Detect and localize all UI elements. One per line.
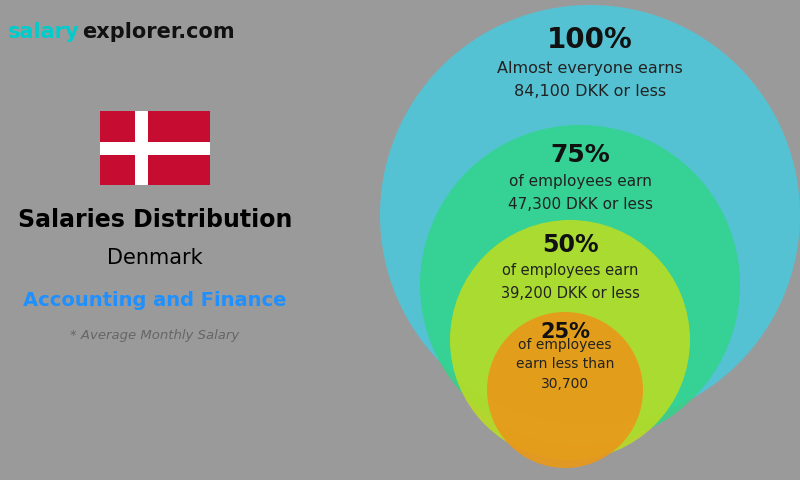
- Text: 75%: 75%: [550, 143, 610, 167]
- FancyBboxPatch shape: [100, 111, 210, 185]
- Text: Denmark: Denmark: [107, 248, 203, 268]
- Text: 50%: 50%: [542, 233, 598, 257]
- Circle shape: [450, 220, 690, 460]
- Text: Accounting and Finance: Accounting and Finance: [23, 290, 286, 310]
- Text: 25%: 25%: [540, 322, 590, 342]
- Circle shape: [487, 312, 643, 468]
- Text: of employees earn
39,200 DKK or less: of employees earn 39,200 DKK or less: [501, 264, 639, 300]
- Text: 100%: 100%: [547, 26, 633, 54]
- Text: salary: salary: [8, 22, 80, 42]
- Text: of employees earn
47,300 DKK or less: of employees earn 47,300 DKK or less: [507, 174, 653, 212]
- Circle shape: [420, 125, 740, 445]
- FancyBboxPatch shape: [135, 111, 148, 185]
- FancyBboxPatch shape: [100, 142, 210, 155]
- Circle shape: [380, 5, 800, 425]
- Text: of employees
earn less than
30,700: of employees earn less than 30,700: [516, 337, 614, 391]
- Text: Salaries Distribution: Salaries Distribution: [18, 208, 292, 232]
- Text: Almost everyone earns
84,100 DKK or less: Almost everyone earns 84,100 DKK or less: [497, 61, 683, 98]
- Text: explorer.com: explorer.com: [82, 22, 234, 42]
- Text: * Average Monthly Salary: * Average Monthly Salary: [70, 328, 240, 341]
